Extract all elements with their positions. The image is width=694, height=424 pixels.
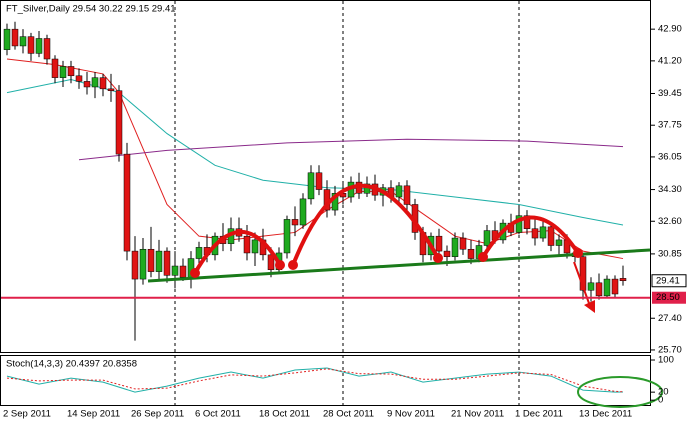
candle-body	[123, 153, 131, 252]
y-tick-label: 0	[658, 395, 663, 406]
candle-body	[3, 28, 11, 50]
candle-body	[299, 198, 307, 226]
stoch-panel	[0, 355, 651, 406]
candle-body	[75, 75, 83, 82]
candle-body	[539, 226, 547, 239]
stoch-line	[6, 367, 624, 393]
main-panel	[0, 0, 651, 353]
candle-body	[403, 185, 411, 205]
candle-body	[555, 239, 563, 246]
candle-body	[91, 77, 99, 88]
candle-body	[131, 250, 139, 280]
last-price-box	[651, 274, 687, 288]
candle-body	[283, 219, 291, 254]
period-separators	[174, 1, 520, 405]
candle-body	[251, 239, 259, 254]
y-tick-label: 27.40	[658, 313, 682, 324]
y-tick-label: 36.05	[658, 151, 682, 162]
candle-body	[443, 250, 451, 257]
annotations	[147, 183, 663, 408]
candle-body	[291, 219, 299, 226]
candle-body	[243, 235, 251, 254]
y-tick-label: 30.85	[658, 248, 682, 259]
candle-body	[523, 215, 531, 229]
candle-body	[35, 38, 43, 54]
stoch-title: Stoch(14,3,3) 20.4397 20.8358	[6, 359, 137, 370]
y-tick-label: 100	[658, 355, 674, 366]
y-tick-label: 25.70	[658, 344, 682, 355]
candle-body	[107, 88, 115, 91]
candle-body	[139, 248, 147, 280]
candle-body	[163, 250, 171, 276]
y-tick-label: 34.30	[658, 184, 682, 195]
candle-body	[619, 278, 627, 282]
price-level-box	[652, 291, 686, 304]
candle-body	[147, 248, 155, 272]
candle-body	[27, 36, 35, 54]
y-tick-label: 39.45	[658, 88, 682, 99]
candle-body	[595, 282, 603, 297]
candle-body	[451, 237, 459, 257]
candle-body	[59, 66, 67, 78]
stoch-line	[6, 368, 624, 393]
candle-body	[531, 228, 539, 239]
candle-body	[587, 282, 595, 291]
candle-body	[83, 81, 91, 88]
x-tick-label: 28 Oct 2011	[323, 409, 374, 420]
candle-body	[51, 58, 59, 78]
candle-body	[99, 77, 107, 90]
candle-body	[611, 278, 619, 295]
y-tick-label: 32.60	[658, 216, 682, 227]
candle-body	[115, 90, 123, 155]
candle-body	[315, 172, 323, 190]
candle-body	[547, 226, 555, 246]
x-tick-label: 14 Sep 2011	[67, 409, 120, 420]
candle-body	[459, 237, 467, 250]
x-tick-label: 18 Oct 2011	[259, 409, 310, 420]
candle-body	[435, 235, 443, 252]
x-tick-label: 6 Oct 2011	[195, 409, 241, 420]
candle-body	[307, 172, 315, 200]
x-tick-label: 9 Nov 2011	[387, 409, 435, 420]
candle-body	[43, 38, 51, 60]
y-tick-label: 42.90	[658, 24, 682, 35]
candle-body	[267, 254, 275, 271]
candle-body	[67, 66, 75, 77]
moving-average	[78, 138, 624, 161]
candle-body	[395, 185, 403, 198]
candle-body	[603, 278, 611, 297]
y-tick-label: 41.20	[658, 55, 682, 66]
candle-body	[515, 215, 523, 233]
candle-body	[179, 265, 187, 278]
candle-body	[11, 28, 19, 47]
x-tick-label: 1 Dec 2011	[515, 409, 563, 420]
candle-body	[195, 247, 203, 259]
moving-average	[6, 58, 624, 260]
x-tick-label: 13 Dec 2011	[579, 409, 632, 420]
y-tick-label: 37.75	[658, 120, 682, 131]
candle-body	[467, 248, 475, 259]
chart-title: FT_Silver,Daily 29.54 30.22 29.15 29.41	[6, 4, 176, 15]
candle-body	[155, 250, 163, 272]
y-tick-label: 20	[658, 387, 669, 398]
x-tick-label: 21 Nov 2011	[451, 409, 504, 420]
candle-body	[171, 265, 179, 276]
last-price-label: 29.41	[656, 275, 680, 286]
x-tick-label: 26 Sep 2011	[131, 409, 184, 420]
candle-body	[579, 256, 587, 291]
candle-body	[19, 36, 27, 47]
x-tick-label: 2 Sep 2011	[3, 409, 51, 420]
price-level-label: 28.50	[656, 292, 680, 303]
candle-body	[483, 230, 491, 246]
